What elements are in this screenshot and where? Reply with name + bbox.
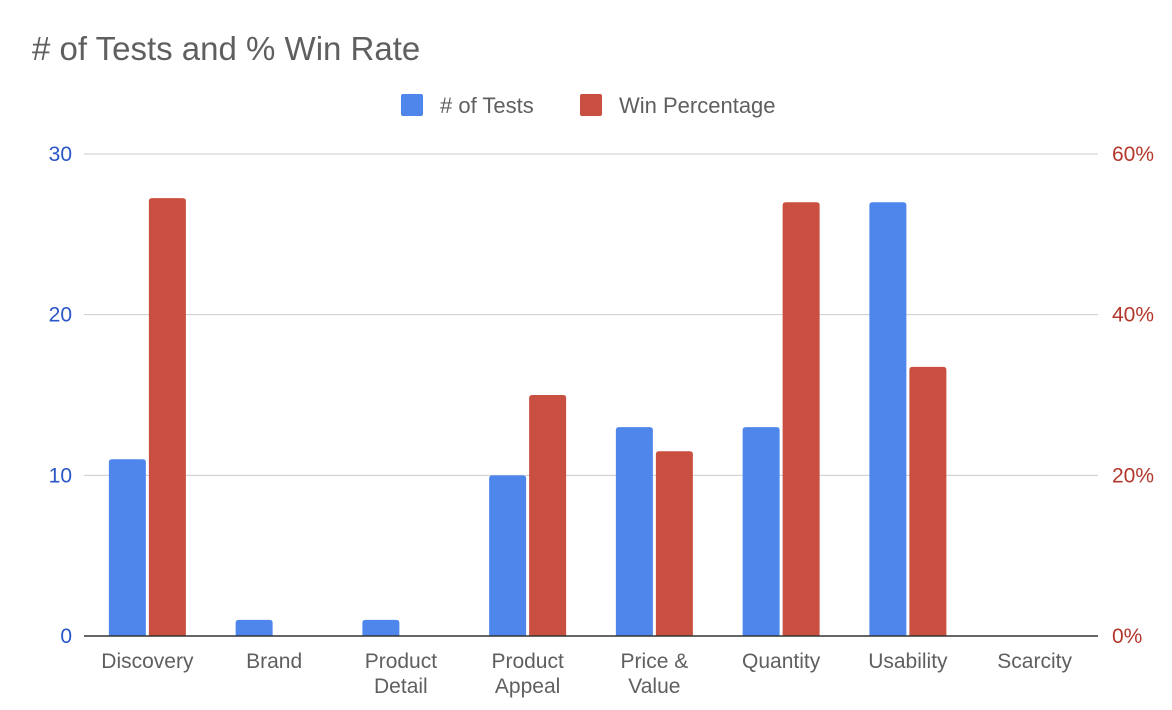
bar-win-percentage [655, 451, 693, 636]
bar-tests [108, 459, 146, 636]
category-label: Usability [868, 650, 948, 673]
bar-tests [615, 427, 653, 636]
category-label: Scarcity [997, 650, 1072, 673]
legend: # of Tests Win Percentage [401, 93, 776, 118]
left-tick-label: 20 [49, 304, 72, 327]
left-axis-ticks: 0 10 20 30 [49, 143, 72, 648]
bar-win-percentage [529, 395, 567, 636]
left-tick-label: 0 [60, 625, 72, 648]
right-axis-ticks: 0% 20% 40% 60% [1112, 143, 1154, 648]
category-label: Product [365, 650, 438, 673]
bar-win-percentage [782, 202, 820, 636]
legend-label-tests: # of Tests [440, 93, 534, 118]
category-labels: Discovery Brand ProductDetailProductAppeal… [101, 650, 1072, 698]
legend-swatch-win-percentage [580, 94, 602, 116]
category-label: Value [628, 675, 680, 698]
chart-title: # of Tests and % Win Rate [32, 30, 420, 67]
left-tick-label: 30 [49, 143, 72, 166]
right-tick-label: 0% [1112, 625, 1142, 648]
right-tick-label: 20% [1112, 464, 1154, 487]
category-label: Appeal [495, 675, 560, 698]
bar-tests [742, 427, 780, 636]
legend-swatch-tests [401, 94, 423, 116]
category-label: Quantity [742, 650, 821, 673]
bar-tests [362, 619, 400, 636]
bars [108, 198, 947, 636]
category-label: Detail [374, 675, 428, 698]
category-label: Discovery [101, 650, 194, 673]
bar-tests [235, 619, 273, 636]
bar-win-percentage [148, 198, 186, 636]
right-tick-label: 40% [1112, 304, 1154, 327]
category-label: Product [491, 650, 564, 673]
left-tick-label: 10 [49, 464, 72, 487]
right-tick-label: 60% [1112, 143, 1154, 166]
legend-label-win-percentage: Win Percentage [619, 93, 776, 118]
category-label: Brand [246, 650, 302, 673]
bar-win-percentage [909, 366, 947, 636]
bar-tests [869, 202, 907, 636]
category-label: Price & [621, 650, 689, 673]
bar-tests [489, 475, 527, 636]
